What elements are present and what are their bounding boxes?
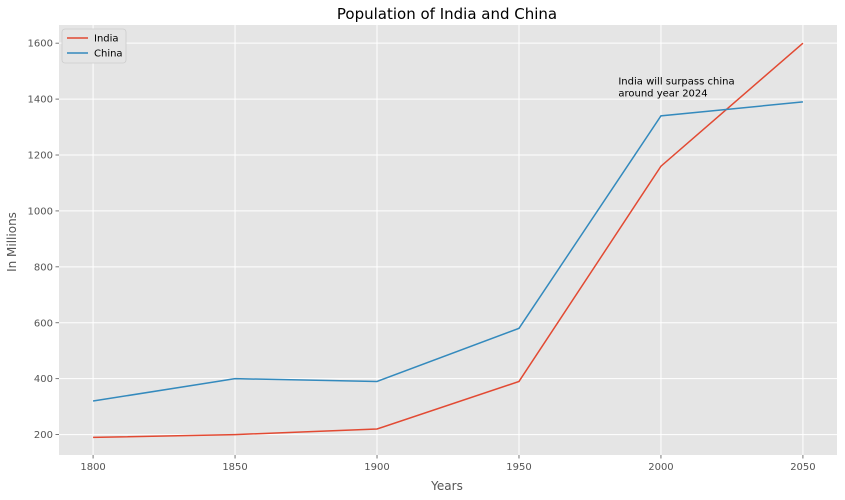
legend: India China	[61, 28, 127, 64]
x-tick-label: 1800	[80, 462, 105, 473]
y-tick-label: 200	[34, 430, 53, 441]
series-line-china	[92, 101, 804, 402]
x-tick-label: 1900	[364, 462, 389, 473]
x-tick-label: 1950	[506, 462, 531, 473]
series-layer	[92, 42, 804, 439]
y-tick-label: 1400	[28, 95, 53, 106]
plot-area	[59, 25, 837, 455]
y-tick-label: 1000	[28, 206, 53, 217]
y-tick-label: 600	[34, 318, 53, 329]
x-tick-label: 2000	[648, 462, 673, 473]
y-axis-label: In Millions	[5, 212, 19, 272]
series-line-india	[93, 42, 804, 439]
annotation-line-2: around year 2024	[618, 88, 707, 99]
annotation-line-1: India will surpass china	[618, 76, 734, 87]
chart-title: Population of India and China	[337, 5, 557, 23]
legend-label-india: India	[94, 34, 119, 45]
x-tick-label: 1850	[222, 462, 247, 473]
y-tick-label: 400	[34, 374, 53, 385]
y-tick-label: 800	[34, 262, 53, 273]
x-axis-ticks: 1800 1850 1900 1950 2000 2050	[80, 455, 816, 473]
grid-lines	[59, 25, 837, 455]
x-axis-label: Years	[430, 479, 463, 493]
y-tick-label: 1600	[28, 39, 53, 50]
y-axis-ticks: 200 400 600 800 1000 1200 1400 1600	[28, 39, 59, 441]
annotation-text: India will surpass china around year 202…	[618, 76, 737, 99]
y-tick-label: 1200	[28, 151, 53, 162]
x-tick-label: 2050	[790, 462, 815, 473]
legend-label-china: China	[94, 49, 123, 60]
